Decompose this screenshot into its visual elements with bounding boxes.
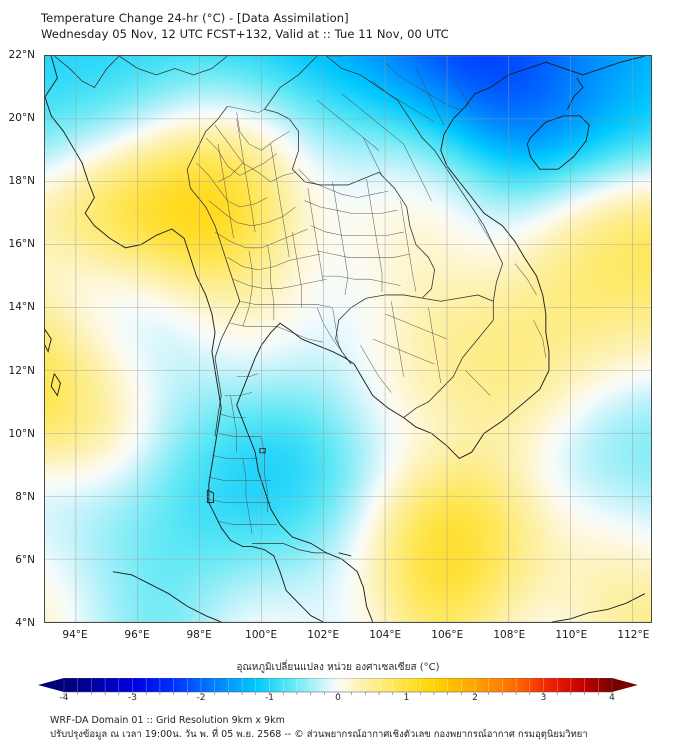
y-axis-tick-label: 12°N bbox=[8, 364, 35, 377]
x-axis-tick-label: 108°E bbox=[493, 629, 526, 641]
y-axis-tick-label: 16°N bbox=[8, 238, 35, 251]
colorbar-tick-labels: -4 -3 -2 -1 0 1 2 3 4 bbox=[38, 693, 638, 707]
y-axis-tick-label: 10°N bbox=[8, 427, 35, 440]
y-axis-latitude: 22°N 20°N 18°N 16°N 14°N 12°N 10°N 8°N 6°N 4°N bbox=[0, 49, 40, 629]
model-domain-info: WRF-DA Domain 01 :: Grid Resolution 9km … bbox=[50, 715, 285, 726]
y-axis-tick-label: 6°N bbox=[15, 553, 35, 566]
map-plot-area[interactable] bbox=[44, 55, 652, 623]
colorbar-tick-label: -1 bbox=[265, 693, 274, 703]
y-axis-tick-label: 8°N bbox=[15, 490, 35, 503]
colorbar-gradient bbox=[38, 678, 638, 695]
x-axis-tick-label: 100°E bbox=[245, 629, 278, 641]
chart-title-block: Temperature Change 24-hr (°C) - [Data As… bbox=[41, 10, 641, 42]
y-axis-tick-label: 22°N bbox=[8, 49, 35, 61]
x-axis-tick-label: 106°E bbox=[431, 629, 464, 641]
colorbar-tick-label: -2 bbox=[196, 693, 206, 703]
x-axis-tick-label: 96°E bbox=[124, 629, 150, 641]
x-axis-tick-label: 94°E bbox=[62, 629, 88, 641]
x-axis-tick-label: 98°E bbox=[186, 629, 212, 641]
lat-lon-gridlines bbox=[45, 56, 651, 622]
colorbar-tick-label: 4 bbox=[609, 693, 615, 703]
coastline-and-border-overlay bbox=[45, 56, 646, 622]
colorbar-tick-label: 1 bbox=[403, 693, 410, 703]
x-axis-longitude: 94°E 96°E 98°E 100°E 102°E 104°E 106°E 108°E 110… bbox=[44, 629, 652, 645]
page-title: Temperature Change 24-hr (°C) - [Data As… bbox=[41, 11, 349, 25]
colorbar-tick-label: -3 bbox=[128, 693, 137, 703]
x-axis-tick-label: 112°E bbox=[617, 629, 650, 641]
x-axis-tick-label: 102°E bbox=[307, 629, 340, 641]
footer-credits: WRF-DA Domain 01 :: Grid Resolution 9km … bbox=[50, 714, 660, 742]
colorbar-tick-label: 0 bbox=[335, 693, 341, 703]
agency-credit-line: ปรับปรุงข้อมูล ณ เวลา 19:00น. วัน พ. ที่… bbox=[50, 729, 588, 740]
x-axis-tick-label: 110°E bbox=[555, 629, 588, 641]
colorbar-tick-label: 2 bbox=[472, 693, 478, 703]
y-axis-tick-label: 4°N bbox=[15, 617, 35, 629]
y-axis-tick-label: 20°N bbox=[8, 112, 35, 125]
colorbar-label: อุณหภูมิเปลี่ยนแปลง หน่วย องศาเซลเซียส (… bbox=[236, 662, 440, 673]
colorbar-tick-label: 3 bbox=[540, 693, 547, 703]
temperature-anomaly-field bbox=[45, 56, 651, 622]
forecast-validity-subtitle: Wednesday 05 Nov, 12 UTC FCST+132, Valid… bbox=[41, 27, 449, 41]
y-axis-tick-label: 14°N bbox=[8, 301, 35, 314]
colorbar-tick-label: -4 bbox=[59, 693, 69, 703]
x-axis-tick-label: 104°E bbox=[369, 629, 402, 641]
colorbar: อุณหภูมิเปลี่ยนแปลง หน่วย องศาเซลเซียส (… bbox=[38, 660, 638, 706]
y-axis-tick-label: 18°N bbox=[8, 175, 35, 188]
